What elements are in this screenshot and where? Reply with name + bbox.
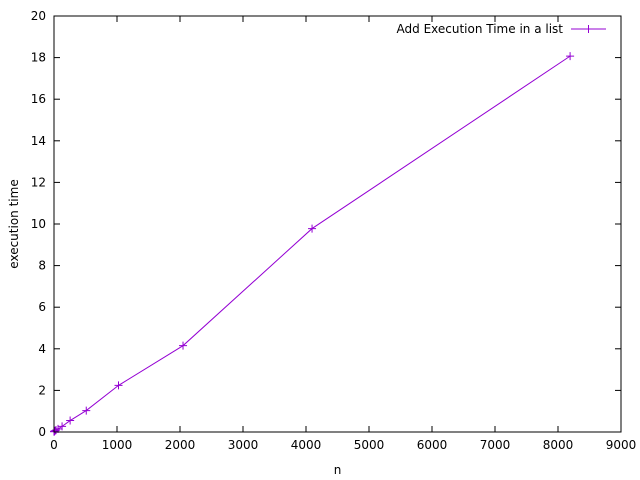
x-tick-label: 2000	[165, 438, 196, 452]
series-line	[53, 55, 571, 433]
y-axis-ticks: 0 2 4 6 8 10 12 14 16 18 20	[31, 9, 621, 439]
x-tick-label: 0	[50, 438, 58, 452]
legend-label: Add Execution Time in a list	[397, 22, 564, 36]
x-axis-title: n	[334, 463, 342, 477]
y-tick-label: 8	[38, 259, 46, 273]
y-tick-label: 14	[31, 134, 46, 148]
y-tick-label: 0	[38, 425, 46, 439]
y-tick-label: 18	[31, 51, 46, 65]
x-tick-label: 4000	[291, 438, 322, 452]
legend-swatch-marker	[584, 25, 593, 33]
x-axis-ticks: 0 1000 2000 3000 4000 5000 6000 7000 8000 9000	[50, 16, 636, 452]
x-tick-label: 5000	[354, 438, 385, 452]
y-tick-label: 16	[31, 92, 46, 106]
y-tick-label: 20	[31, 9, 46, 23]
data-point-marker	[308, 224, 317, 233]
y-axis-title: execution time	[7, 179, 21, 268]
y-tick-label: 4	[38, 342, 46, 356]
y-tick-label: 10	[31, 217, 46, 231]
plot-frame	[53, 15, 622, 433]
data-point-marker	[82, 406, 91, 415]
x-tick-label: 3000	[228, 438, 259, 452]
legend: Add Execution Time in a list	[397, 22, 606, 36]
y-tick-label: 2	[38, 383, 46, 397]
series-layer	[50, 52, 575, 436]
y-tick-label: 12	[31, 175, 46, 189]
data-point-marker	[566, 52, 575, 61]
x-tick-label: 6000	[417, 438, 448, 452]
data-point-marker	[52, 426, 61, 435]
data-point-marker	[66, 416, 75, 425]
data-point-marker	[114, 381, 123, 390]
x-tick-label: 9000	[606, 438, 637, 452]
x-tick-label: 8000	[543, 438, 574, 452]
data-point-marker	[179, 341, 188, 350]
data-point-marker	[58, 422, 67, 431]
y-tick-label: 6	[38, 300, 46, 314]
x-tick-label: 1000	[102, 438, 133, 452]
x-tick-label: 7000	[480, 438, 511, 452]
